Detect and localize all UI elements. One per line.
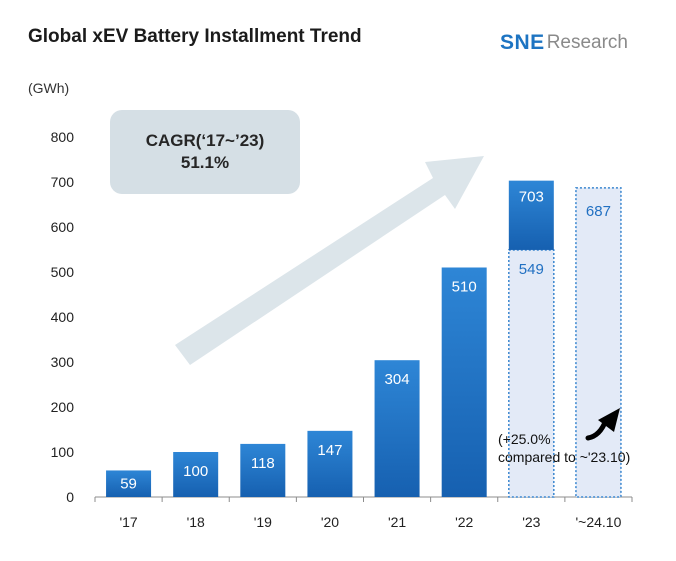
bar [173, 452, 219, 497]
cagr-callout: CAGR(‘17~’23) 51.1% [110, 110, 300, 194]
data-labels: 59 100 118 147 304 510 703 549 687 [120, 189, 611, 493]
x-tick-label: '21 [388, 514, 406, 530]
x-tick-label: '~24.10 [575, 514, 621, 530]
bar-comparison [508, 249, 555, 498]
y-tick-label: 800 [51, 129, 75, 145]
x-tick-label: '17 [119, 514, 137, 530]
curved-arrow-head [598, 408, 620, 432]
y-tick-label: 400 [51, 309, 75, 325]
bar [240, 443, 286, 497]
growth-note-line2: compared to ~'23.10) [498, 449, 631, 465]
curved-arrow-icon [585, 408, 620, 441]
cagr-value: 51.1% [180, 153, 230, 172]
data-label: 118 [251, 455, 275, 472]
data-label: 147 [317, 442, 342, 459]
y-axis-unit-label: (GWh) [28, 80, 69, 96]
bar [307, 430, 353, 497]
data-label: 304 [385, 371, 410, 388]
bar [508, 180, 554, 250]
data-label: 703 [519, 189, 544, 206]
y-tick-label: 100 [51, 444, 75, 460]
x-tick-label: '22 [455, 514, 473, 530]
growth-note-line1: (+25.0% [498, 431, 551, 447]
x-axis: '17 '18 '19 '20 '21 '22 '23 '~24.10 [119, 514, 621, 530]
data-label-comparison: 549 [519, 261, 544, 278]
y-tick-label: 700 [51, 174, 75, 190]
x-tick-label: '18 [187, 514, 205, 530]
bars [106, 180, 622, 498]
x-tick-label: '23 [522, 514, 540, 530]
y-tick-label: 0 [66, 489, 74, 505]
data-label: 100 [183, 463, 208, 480]
y-tick-label: 600 [51, 219, 75, 235]
growth-arrow-icon [175, 156, 484, 365]
bar [106, 470, 152, 497]
x-tick-label: '20 [321, 514, 339, 530]
x-tick-label: '19 [254, 514, 272, 530]
data-label-ytd: 687 [586, 203, 611, 220]
data-label: 510 [452, 279, 477, 296]
y-tick-label: 300 [51, 354, 75, 370]
logo-sne-text: SNE [500, 31, 545, 54]
data-label: 59 [120, 475, 137, 492]
logo-research-text: Research [546, 32, 629, 53]
cagr-label: CAGR(‘17~’23) [145, 131, 265, 150]
y-tick-label: 200 [51, 399, 75, 415]
chart-title: Global xEV Battery Installment Trend [28, 26, 362, 47]
bar [374, 360, 420, 497]
bar-ytd [575, 187, 622, 498]
y-tick-label: 500 [51, 264, 75, 280]
growth-note: (+25.0% compared to ~'23.10) [498, 430, 630, 466]
bar [441, 267, 487, 497]
growth-arrow-shape [175, 156, 484, 365]
sne-research-logo: SNE Research [500, 28, 628, 58]
